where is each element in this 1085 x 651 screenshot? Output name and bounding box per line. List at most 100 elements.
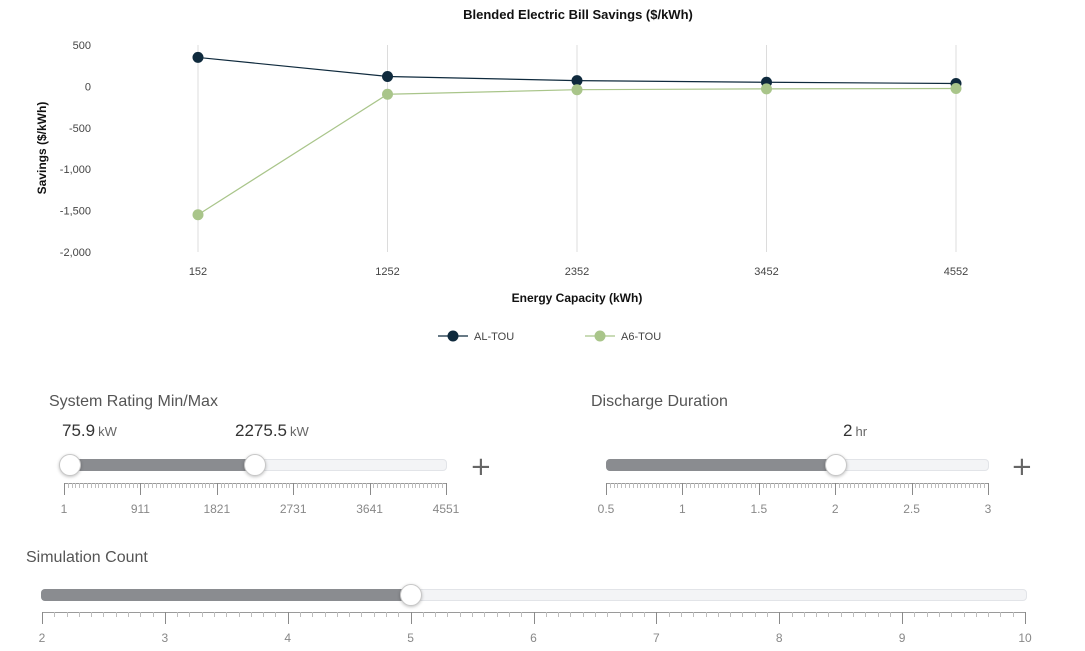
ruler-label: 3 (161, 631, 169, 645)
ruler-minor-tick (411, 483, 413, 488)
ruler-minor-tick (628, 483, 630, 488)
ruler-minor-tick (189, 612, 191, 617)
ruler-minor-tick (323, 483, 325, 488)
chart-legend[interactable]: AL-TOU A6-TOU (438, 330, 661, 344)
data-point[interactable] (761, 83, 772, 95)
system-rating-max-handle[interactable] (244, 454, 267, 476)
ruler-minor-tick (373, 612, 375, 617)
ruler-minor-tick (300, 483, 302, 488)
ruler-minor-tick (793, 483, 795, 488)
ruler-minor-tick (434, 483, 436, 488)
ruler-minor-tick (136, 483, 138, 488)
ruler-minor-tick (953, 483, 955, 488)
ruler-minor-tick (247, 483, 249, 488)
data-point[interactable] (571, 75, 583, 87)
ruler-major-tick (835, 483, 837, 495)
ruler-minor-tick (251, 483, 253, 488)
system-rating-min-handle[interactable] (59, 454, 82, 476)
ruler-minor-tick (812, 483, 814, 488)
ruler-minor-tick (865, 483, 867, 488)
ruler-label: 0.5 (597, 502, 615, 516)
system-rating-add-button[interactable]: + (470, 452, 492, 482)
ruler-minor-tick (831, 483, 833, 488)
ruler-minor-tick (938, 612, 940, 617)
discharge-duration-add-button[interactable]: + (1011, 452, 1033, 482)
ruler-minor-tick (976, 483, 978, 488)
ruler-minor-tick (86, 483, 88, 488)
ruler-minor-tick (705, 483, 707, 488)
ruler-minor-tick (686, 483, 688, 488)
ruler-label: 5 (407, 631, 414, 645)
data-point[interactable] (382, 70, 393, 82)
ruler-major-tick (988, 483, 989, 495)
ruler-major-tick (911, 483, 913, 495)
ruler-minor-tick (716, 483, 718, 488)
ruler-minor-tick (739, 483, 741, 488)
system-rating-min-unit: kW (98, 424, 117, 439)
ruler-minor-tick (377, 483, 379, 488)
ruler-minor-tick (71, 483, 73, 488)
ruler-minor-tick (312, 612, 314, 617)
ruler-minor-tick (361, 483, 363, 488)
ruler-minor-tick (459, 612, 461, 617)
ruler-major-tick (216, 483, 218, 495)
ruler-minor-tick (651, 483, 653, 488)
ruler-minor-tick (839, 483, 841, 488)
ruler-minor-tick (743, 483, 745, 488)
ruler-minor-tick (791, 612, 793, 617)
ruler-minor-tick (892, 483, 894, 488)
ruler-minor-tick (663, 483, 665, 488)
ruler-minor-tick (644, 483, 646, 488)
data-point[interactable] (950, 82, 962, 94)
simulation-count-handle[interactable] (399, 584, 422, 606)
ruler-minor-tick (621, 483, 623, 488)
y-tick-label: 500 (73, 40, 91, 52)
ruler-minor-tick (961, 483, 963, 488)
ruler-minor-tick (852, 612, 854, 617)
ruler-minor-tick (281, 483, 283, 488)
ruler-minor-tick (884, 483, 886, 488)
legend-label[interactable]: A6-TOU (621, 331, 661, 343)
ruler-label: 1.5 (750, 502, 768, 516)
ruler-minor-tick (224, 483, 226, 488)
ruler-minor-tick (365, 483, 367, 488)
ruler-minor-tick (113, 483, 115, 488)
discharge-duration-handle[interactable] (824, 454, 847, 476)
ruler-minor-tick (193, 483, 195, 488)
ruler-minor-tick (155, 483, 157, 488)
ruler-minor-tick (407, 483, 409, 488)
ruler-minor-tick (607, 612, 609, 617)
data-point[interactable] (571, 84, 583, 96)
data-point[interactable] (192, 51, 204, 63)
ruler-label: 1821 (203, 502, 231, 516)
ruler-major-tick (1025, 612, 1026, 624)
ruler-minor-tick (398, 612, 400, 617)
ruler-minor-tick (873, 483, 875, 488)
ruler-minor-tick (869, 483, 871, 488)
ruler-minor-tick (850, 483, 852, 488)
ruler-minor-tick (106, 483, 108, 488)
ruler-minor-tick (262, 483, 264, 488)
data-point[interactable] (192, 209, 204, 221)
ruler-minor-tick (177, 612, 179, 617)
ruler-minor-tick (640, 483, 642, 488)
ruler-major-tick (164, 612, 166, 624)
ruler-minor-tick (91, 612, 93, 617)
ruler-major-tick (293, 483, 295, 495)
data-point[interactable] (382, 88, 393, 100)
ruler-minor-tick (178, 483, 180, 488)
ruler-minor-tick (942, 483, 944, 488)
ruler-minor-tick (582, 612, 584, 617)
ruler-minor-tick (263, 612, 265, 617)
ruler-minor-tick (667, 483, 669, 488)
legend-label[interactable]: AL-TOU (474, 331, 514, 343)
system-rating-max-unit: kW (290, 424, 309, 439)
ruler-minor-tick (693, 483, 695, 488)
ruler-minor-tick (430, 483, 432, 488)
ruler-minor-tick (1000, 612, 1002, 617)
ruler-minor-tick (963, 612, 965, 617)
system-rating-slider-fill (70, 459, 256, 471)
ruler-minor-tick (907, 483, 909, 488)
ruler-minor-tick (98, 483, 100, 488)
ruler-minor-tick (83, 483, 85, 488)
